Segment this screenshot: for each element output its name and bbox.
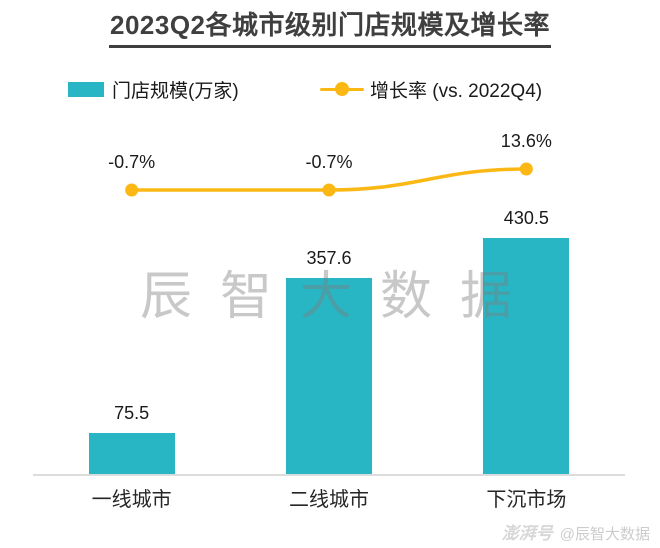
legend-item-store-scale: 门店规模(万家): [68, 76, 239, 102]
legend-label-growth-rate: 增长率 (vs. 2022Q4): [370, 80, 543, 102]
chart-title-text: 2023Q2各城市级别门店规模及增长率: [108, 5, 552, 48]
line-dot-marker-icon: [320, 81, 364, 97]
bar-value-label: 430.5: [503, 208, 549, 228]
growth-value-label: -0.7%: [305, 152, 353, 172]
bar-二线城市: [286, 278, 372, 475]
bar-一线城市: [88, 433, 175, 475]
x-axis-line: [33, 474, 625, 476]
bottom-watermark: 澎湃号 @辰智大数据: [502, 519, 650, 544]
legend-label-store-scale: 门店规模(万家): [112, 80, 239, 102]
growth-value-label: -0.7%: [108, 152, 156, 172]
bottom-watermark-text: @辰智大数据: [559, 526, 650, 543]
line-data-point: [322, 183, 336, 197]
bar-value-label: 357.6: [306, 248, 352, 269]
bar-value-label: 75.5: [114, 403, 150, 424]
legend-item-growth-rate: 增长率 (vs. 2022Q4): [320, 76, 542, 102]
center-watermark: 辰智大数据: [140, 268, 541, 326]
bar-下沉市场: [483, 238, 570, 475]
category-label-一线城市: 一线城市: [91, 489, 172, 511]
pengpai-logo: 澎湃号: [501, 524, 553, 543]
chart-title: 2023Q2各城市级别门店规模及增长率: [0, 5, 660, 48]
bar-swatch-icon: [68, 81, 104, 97]
category-label-二线城市: 二线城市: [289, 489, 369, 511]
category-label-下沉市场: 下沉市场: [486, 489, 567, 511]
growth-value-label: 13.6%: [500, 131, 552, 151]
line-data-point: [125, 183, 139, 197]
line-data-point: [519, 162, 533, 176]
